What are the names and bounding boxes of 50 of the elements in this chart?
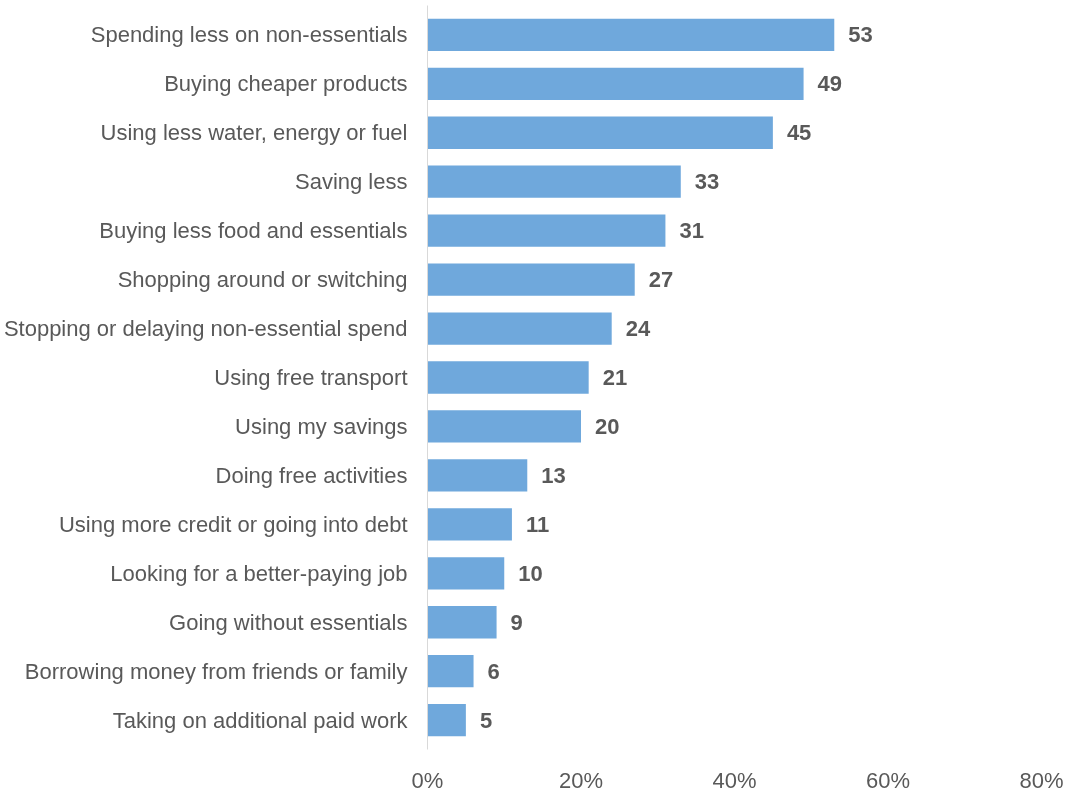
data-label: 6 (487, 658, 500, 684)
y-tick-label: Saving less (295, 169, 408, 195)
data-label: 45 (786, 120, 812, 146)
x-tick-label: 40% (712, 767, 757, 793)
y-tick-label: Using more credit or going into debt (58, 511, 408, 537)
data-label: 49 (817, 71, 843, 97)
bar (427, 116, 773, 149)
bar (427, 67, 804, 100)
y-tick-label: Using less water, energy or fuel (100, 120, 408, 146)
data-label: 21 (602, 365, 628, 390)
y-tick-label: Going without essentials (169, 609, 408, 635)
bar (427, 655, 474, 688)
y-tick-label: Shopping around or switching (117, 267, 408, 293)
data-label: 20 (595, 413, 620, 439)
data-label: 9 (510, 609, 523, 635)
bar (427, 606, 497, 639)
data-label: 24 (625, 316, 651, 342)
bar (427, 703, 466, 737)
data-label: 13 (541, 462, 566, 488)
bar (427, 557, 505, 590)
y-tick-label: Using my savings (235, 413, 408, 439)
y-tick-label: Borrowing money from friends or family (24, 658, 408, 684)
bar (427, 410, 581, 443)
data-label: 53 (848, 22, 873, 48)
data-label: 5 (479, 707, 493, 733)
y-tick-label: Using free transport (214, 365, 408, 390)
bar (427, 165, 681, 198)
x-tick-label: 60% (865, 767, 911, 793)
y-tick-label: Spending less on non-essentials (90, 22, 408, 48)
bar (427, 361, 589, 394)
y-tick-label: Doing free activities (215, 462, 408, 488)
data-label: 27 (648, 267, 674, 293)
bar (427, 459, 528, 492)
bar (427, 508, 512, 541)
data-label: 33 (694, 169, 720, 195)
data-label: 11 (525, 511, 550, 537)
bar (427, 312, 612, 345)
bar (427, 214, 666, 247)
y-tick-label: Stopping or delaying non-essential spend (3, 316, 408, 342)
y-tick-label: Taking on additional paid work (112, 707, 409, 733)
bar (427, 263, 635, 296)
bar (427, 18, 835, 52)
y-tick-label: Buying less food and essentials (99, 218, 408, 244)
data-label: 31 (679, 218, 704, 244)
x-tick-label: 0% (411, 767, 444, 793)
data-label: 10 (518, 560, 543, 586)
y-tick-label: Buying cheaper products (164, 71, 408, 97)
x-tick-label: 20% (558, 767, 604, 793)
x-tick-label: 80% (1019, 767, 1064, 793)
y-tick-label: Looking for a better-paying job (110, 560, 408, 586)
